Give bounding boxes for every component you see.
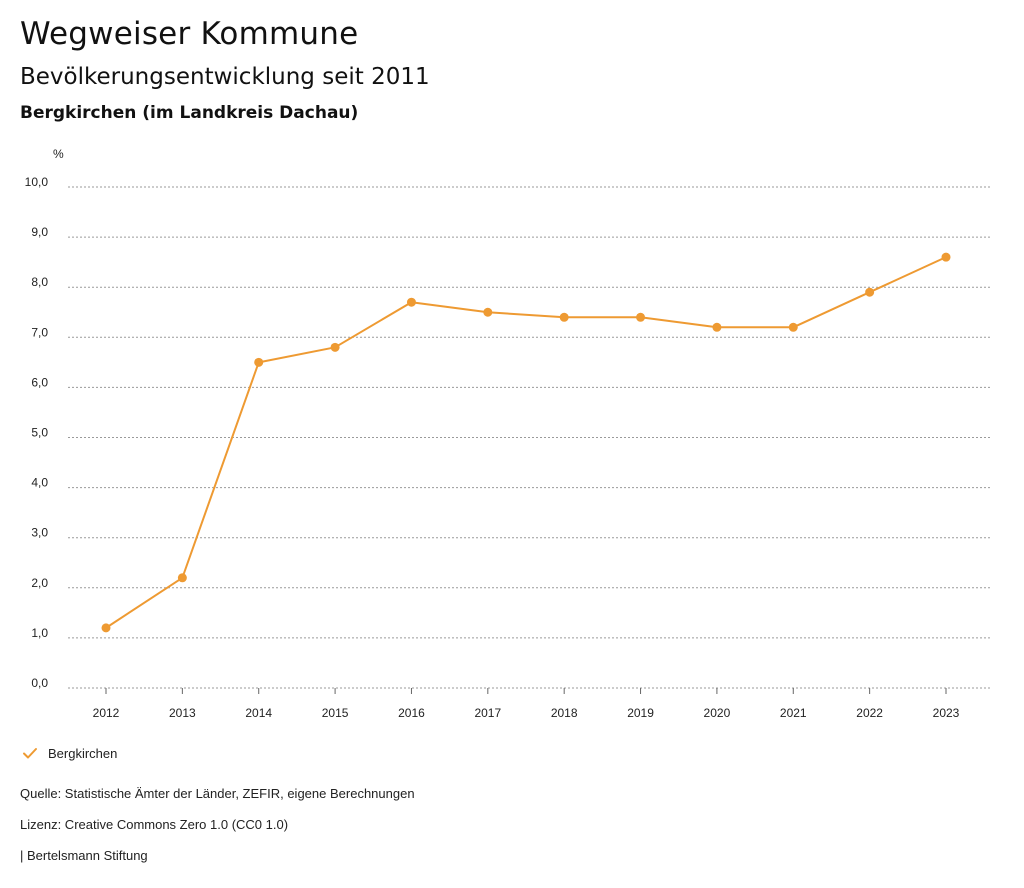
x-tick-label: 2012	[93, 706, 120, 720]
y-axis-unit-label: %	[53, 147, 64, 161]
data-point[interactable]	[101, 623, 111, 633]
y-tick-label: 8,0	[31, 275, 48, 289]
x-tick-label: 2023	[933, 706, 960, 720]
page-title: Wegweiser Kommune	[20, 16, 359, 52]
y-tick-label: 10,0	[25, 175, 49, 189]
data-point[interactable]	[559, 312, 569, 322]
x-tick-label: 2016	[398, 706, 425, 720]
x-tick-label: 2014	[245, 706, 272, 720]
data-point[interactable]	[941, 252, 951, 262]
series-line-bergkirchen	[105, 256, 947, 629]
legend-label: Bergkirchen	[48, 745, 118, 761]
y-axis: % 0,0 1,0 2,0 3,0 4,0 5,0 6,0 7,0 8,0 9,0 10,0	[25, 147, 64, 690]
y-tick-label: 9,0	[31, 225, 48, 239]
y-tick-label: 7,0	[31, 325, 48, 339]
x-tick-label: 2017	[474, 706, 501, 720]
publisher-text: | Bertelsmann Stiftung	[20, 848, 148, 863]
y-tick-label: 2,0	[31, 576, 48, 590]
data-point[interactable]	[330, 342, 340, 352]
y-tick-label: 0,0	[31, 676, 48, 690]
y-tick-label: 5,0	[31, 426, 48, 440]
license-text: Lizenz: Creative Commons Zero 1.0 (CC0 1…	[20, 817, 289, 832]
chart-legend[interactable]: Bergkirchen	[22, 745, 117, 761]
x-tick-label: 2020	[704, 706, 731, 720]
grid-lines	[68, 186, 990, 689]
x-tick-label: 2021	[780, 706, 807, 720]
y-tick-label: 4,0	[31, 476, 48, 490]
x-tick-label: 2013	[169, 706, 196, 720]
data-point[interactable]	[483, 307, 493, 317]
source-text: Quelle: Statistische Ämter der Länder, Z…	[20, 786, 415, 801]
y-tick-label: 6,0	[31, 375, 48, 389]
data-point[interactable]	[177, 573, 187, 583]
chart-subtitle: Bevölkerungsentwicklung seit 2011	[20, 64, 430, 90]
x-tick-label: 2022	[856, 706, 883, 720]
data-point[interactable]	[712, 322, 722, 332]
data-series	[101, 252, 951, 633]
x-tick-label: 2019	[627, 706, 654, 720]
x-tick-label: 2015	[322, 706, 349, 720]
x-axis: 2012 2013 2014 2015 2016 2017 2018 2019 2020 2021…	[93, 688, 960, 720]
data-point[interactable]	[865, 287, 875, 297]
data-point[interactable]	[636, 312, 646, 322]
data-point[interactable]	[788, 322, 798, 332]
data-point[interactable]	[254, 357, 264, 367]
check-icon	[23, 748, 37, 759]
x-tick-label: 2018	[551, 706, 578, 720]
y-tick-label: 1,0	[31, 626, 48, 640]
y-tick-label: 3,0	[31, 526, 48, 540]
municipality-name: Bergkirchen (im Landkreis Dachau)	[20, 103, 359, 123]
data-point[interactable]	[406, 297, 416, 307]
